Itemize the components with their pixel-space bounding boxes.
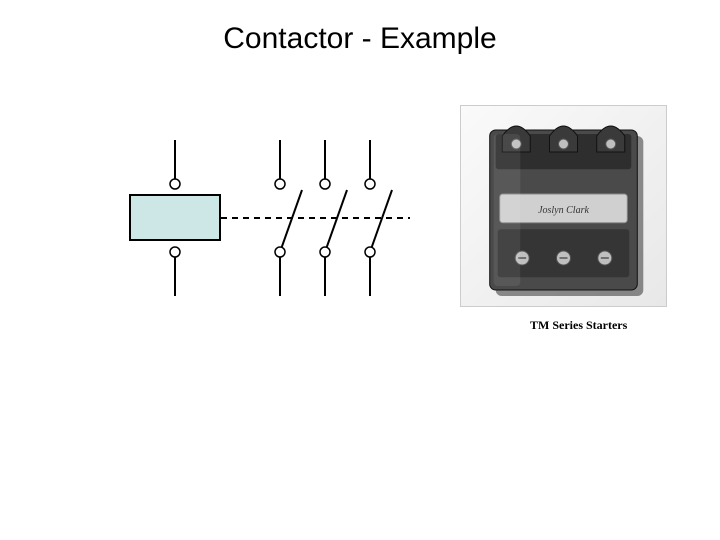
contactor-photo-illustration: Joslyn Clark: [461, 106, 666, 306]
contactor-photo: Joslyn Clark: [460, 105, 667, 307]
photo-caption: TM Series Starters: [530, 318, 627, 333]
page-title: Contactor - Example: [0, 22, 720, 56]
svg-text:Joslyn Clark: Joslyn Clark: [538, 205, 589, 216]
contactor-schematic-diagram: [90, 140, 430, 320]
